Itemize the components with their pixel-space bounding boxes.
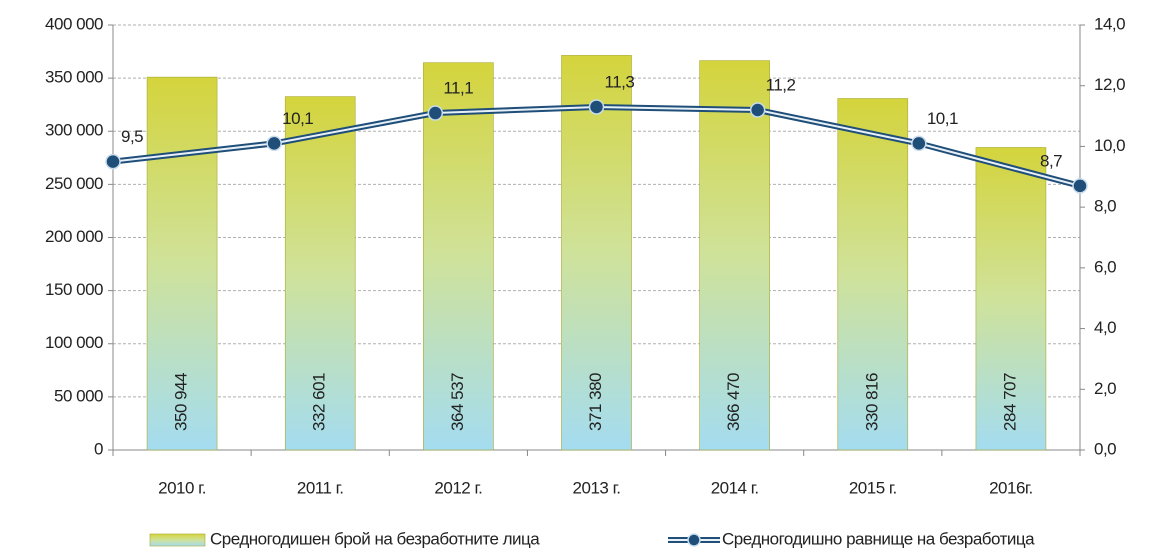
x-tick-label: 2010 г. [158,478,206,497]
bar-value-label: 350 944 [172,373,191,431]
y-tick-label: 350 000 [45,68,103,87]
line-marker [105,153,121,170]
line-value-label: 11,3 [605,72,635,91]
line-value-label: 10,1 [282,109,313,128]
y-tick-label: 400 000 [45,14,103,33]
y2-tick-label: 14,0 [1094,14,1125,33]
y2-tick-label: 12,0 [1094,75,1125,94]
line-marker [427,105,444,121]
bar-value-label: 284 707 [1000,373,1019,431]
bar [699,60,770,451]
line-value-label: 10,1 [927,109,958,128]
line-value-label: 8,7 [1040,151,1062,170]
line-marker [749,102,766,118]
legend-swatch [687,533,701,547]
line-value-label: 9,5 [121,127,143,146]
bar [423,62,494,451]
line-marker [911,135,927,152]
line-marker [1072,178,1088,194]
bar-value-label: 371 380 [586,373,605,431]
bar [146,76,218,451]
x-tick-label: 2013 г. [573,478,621,497]
line-value-label: 11,1 [443,79,473,98]
legend-label: Средногодишно равнище на безработица [722,529,1035,548]
y-tick-label: 100 000 [45,333,103,352]
y-tick-label: 0 [94,439,103,458]
legend-label: Средногодишен брой на безработните лица [210,529,540,548]
y-tick-label: 250 000 [45,174,103,193]
bar-value-label: 364 537 [448,373,467,431]
y-tick-label: 300 000 [45,121,103,140]
bar [837,98,909,451]
y2-tick-label: 2,0 [1094,379,1116,398]
line-value-label: 11,2 [766,75,796,94]
x-tick-label: 2015 г. [849,478,897,497]
x-tick-label: 2011 г. [297,478,344,497]
bar [561,55,632,451]
y-tick-label: 200 000 [45,227,103,246]
legend-swatch [149,533,206,547]
y-tick-label: 150 000 [45,280,103,299]
y2-tick-label: 10,0 [1094,136,1125,155]
line-marker [588,99,605,115]
x-tick-label: 2014 г. [711,478,759,497]
x-tick-label: 2016г. [989,478,1033,497]
y-tick-label: 50 000 [54,386,103,405]
bar-value-label: 366 470 [724,373,743,431]
bar-value-label: 332 601 [310,373,329,431]
x-tick-label: 2012 г. [434,478,482,497]
y2-tick-label: 0,0 [1094,439,1116,458]
y2-tick-label: 6,0 [1094,257,1116,276]
y2-tick-label: 4,0 [1094,318,1116,337]
y2-tick-label: 8,0 [1094,197,1116,216]
line-marker [266,135,282,152]
bar-value-label: 330 816 [862,373,881,431]
bar [284,96,356,451]
bar [975,147,1047,451]
